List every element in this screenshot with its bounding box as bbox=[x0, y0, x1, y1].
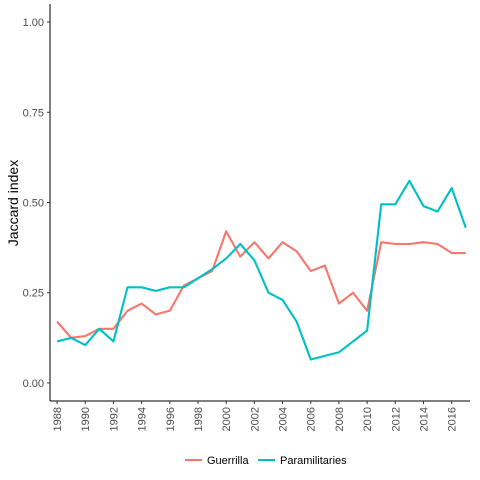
series-line-paramilitaries bbox=[56, 179, 467, 361]
data-point-guerrilla bbox=[127, 310, 129, 312]
data-point-guerrilla bbox=[380, 241, 382, 243]
data-point-paramilitaries bbox=[395, 204, 397, 206]
data-point-paramilitaries bbox=[113, 341, 115, 343]
data-point-paramilitaries bbox=[352, 341, 354, 343]
data-point-guerrilla bbox=[395, 243, 397, 245]
data-point-guerrilla bbox=[282, 241, 284, 243]
legend-item-paramilitaries: Paramilitaries bbox=[258, 455, 347, 467]
data-point-guerrilla bbox=[239, 256, 241, 258]
x-tick-label: 1992 bbox=[108, 407, 120, 431]
data-point-guerrilla bbox=[141, 303, 143, 305]
y-tick-label: 0.75 bbox=[23, 107, 44, 119]
x-axis: 1988 1990 1992 1994 1996 1998 2000 2002 2004 2006… bbox=[50, 400, 470, 431]
x-tick-label: 2008 bbox=[334, 407, 346, 431]
x-tick-label: 2016 bbox=[447, 407, 459, 431]
data-point-paramilitaries bbox=[254, 259, 256, 261]
x-tick-label: 1998 bbox=[193, 407, 205, 431]
data-point-paramilitaries bbox=[380, 204, 382, 206]
data-point-guerrilla bbox=[451, 252, 453, 254]
data-point-paramilitaries bbox=[141, 287, 143, 289]
data-point-paramilitaries bbox=[338, 351, 340, 353]
data-point-paramilitaries bbox=[183, 287, 185, 289]
data-point-paramilitaries bbox=[99, 328, 101, 330]
data-point-guerrilla bbox=[352, 292, 354, 294]
data-point-guerrilla bbox=[268, 258, 270, 260]
data-point-guerrilla bbox=[437, 243, 439, 245]
data-point-guerrilla bbox=[296, 250, 298, 252]
x-tick-label: 1994 bbox=[137, 407, 149, 431]
y-tick-label: 0.50 bbox=[23, 198, 44, 210]
series-line-guerrilla bbox=[56, 230, 466, 339]
legend: Guerrilla Paramilitaries bbox=[185, 455, 347, 467]
x-tick-label: 1988 bbox=[52, 407, 64, 431]
legend-label: Guerrilla bbox=[207, 455, 249, 467]
data-point-guerrilla bbox=[324, 265, 326, 267]
data-point-paramilitaries bbox=[155, 290, 157, 292]
data-point-guerrilla bbox=[409, 243, 411, 245]
data-point-paramilitaries bbox=[366, 330, 368, 332]
data-point-paramilitaries bbox=[197, 277, 199, 279]
x-tick-label: 2006 bbox=[306, 407, 318, 431]
data-point-guerrilla bbox=[225, 231, 227, 233]
data-point-paramilitaries bbox=[211, 268, 213, 270]
legend-label: Paramilitaries bbox=[280, 455, 347, 467]
data-point-paramilitaries bbox=[70, 337, 72, 339]
x-tick-label: 2010 bbox=[362, 407, 374, 431]
x-tick-label: 2004 bbox=[278, 407, 290, 431]
data-point-guerrilla bbox=[310, 270, 312, 272]
data-point-paramilitaries bbox=[127, 287, 129, 289]
data-point-paramilitaries bbox=[268, 292, 270, 294]
data-point-paramilitaries bbox=[84, 344, 86, 346]
y-tick-label: 0.00 bbox=[23, 378, 44, 390]
data-point-paramilitaries bbox=[423, 205, 425, 207]
data-point-paramilitaries bbox=[296, 321, 298, 323]
data-point-guerrilla bbox=[465, 252, 467, 254]
plot-area bbox=[56, 179, 467, 361]
data-point-guerrilla bbox=[169, 310, 171, 312]
data-point-paramilitaries bbox=[282, 299, 284, 301]
data-point-paramilitaries bbox=[437, 211, 439, 213]
y-tick-label: 1.00 bbox=[23, 17, 44, 29]
x-tick-label: 2000 bbox=[221, 407, 233, 431]
data-point-paramilitaries bbox=[451, 187, 453, 189]
data-point-paramilitaries bbox=[409, 180, 411, 182]
y-axis: 0.00 0.25 0.50 0.75 1.00 bbox=[23, 4, 51, 401]
data-point-guerrilla bbox=[423, 241, 425, 243]
data-point-guerrilla bbox=[113, 328, 115, 330]
data-point-paramilitaries bbox=[239, 243, 241, 245]
data-point-guerrilla bbox=[84, 335, 86, 337]
data-point-guerrilla bbox=[155, 314, 157, 316]
data-point-guerrilla bbox=[254, 241, 256, 243]
legend-item-guerrilla: Guerrilla bbox=[185, 455, 249, 467]
x-tick-label: 1990 bbox=[80, 407, 92, 431]
x-tick-label: 2002 bbox=[249, 407, 261, 431]
data-point-paramilitaries bbox=[56, 341, 58, 343]
x-tick-label: 1996 bbox=[165, 407, 177, 431]
data-point-paramilitaries bbox=[324, 355, 326, 357]
data-point-guerrilla bbox=[338, 303, 340, 305]
data-point-paramilitaries bbox=[169, 287, 171, 289]
data-point-paramilitaries bbox=[225, 258, 227, 260]
data-point-paramilitaries bbox=[310, 359, 312, 361]
data-point-guerrilla bbox=[366, 310, 368, 312]
x-tick-label: 2014 bbox=[418, 407, 430, 431]
y-axis-title: Jaccard index bbox=[5, 160, 21, 246]
x-tick-label: 2012 bbox=[390, 407, 402, 431]
data-point-paramilitaries bbox=[465, 227, 467, 229]
data-point-guerrilla bbox=[56, 321, 58, 323]
y-tick-label: 0.25 bbox=[23, 288, 44, 300]
